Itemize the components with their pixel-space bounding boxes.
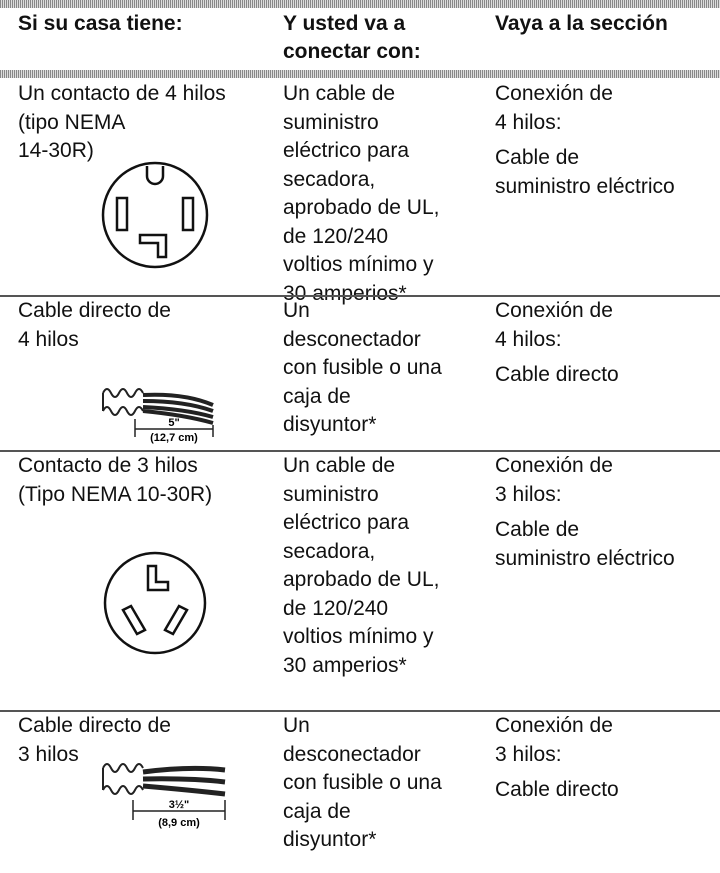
text-line: suministro eléctrico [495,174,675,198]
dim-length: 3½" [169,799,190,811]
text-line: Cable de [495,518,580,541]
text-line: Cable directo de [18,299,171,322]
home-cell: Contacto de 3 hilos (Tipo NEMA 10-30R) [18,452,212,509]
dim-length: 5" [168,417,179,429]
text-line: 30 amperios* [283,653,407,677]
connect-cell: Un desconectador con fusible o una caja de d… [283,297,442,440]
section-paragraph: Cable directo [495,776,619,805]
home-cell: Cable directo de 4 hilos [18,297,171,354]
text-line: eléctrico para [283,511,410,534]
text-line: Conexión de [495,454,613,477]
text-line: Cable directo [495,363,619,386]
text-line: Un [283,299,310,322]
section-paragraph: Conexión de 4 hilos: [495,80,675,137]
row-rule [0,710,720,712]
row-rule [0,295,720,297]
section-cell: Conexión de 4 hilos: Cable directo [495,297,619,390]
text-line: secadora, [283,167,376,191]
cord-3: 3½" (8,9 cm) [102,763,226,829]
top-band [0,0,720,8]
section-cell: Conexión de 3 hilos: Cable directo [495,712,619,805]
text-line: 3 hilos [18,742,79,766]
text-line: de 120/240 [283,596,389,620]
text-line: voltios mínimo y [283,253,434,276]
connect-cell: Un cable de suministro eléctrico para secad… [283,80,439,308]
section-paragraph: Cable directo [495,361,619,390]
text-line: Cable directo de [18,714,171,737]
text-line: suministro eléctrico [495,546,675,570]
text-line: 3 hilos: [495,482,562,506]
text-line: desconectador [283,742,421,766]
text-line: 4 hilos: [495,110,562,134]
home-cell: Cable directo de 3 hilos [18,712,171,769]
text-line: 30 amperios* [283,281,407,305]
text-line: suministro [283,110,379,134]
text-line: conectar con: [283,40,421,63]
section-paragraph: Conexión de 4 hilos: [495,297,619,354]
text-line: Un cable de [283,82,396,105]
home-cell: Un contacto de 4 hilos (tipo NEMA 14-30R) [18,80,226,166]
section-paragraph: Conexión de 3 hilos: [495,452,675,509]
text-line: Cable directo [495,778,619,801]
text-line: con fusible o una [283,356,442,379]
text-line: 4 hilos [18,327,79,351]
text-line: disyuntor* [283,828,377,851]
text-line: con fusible o una [283,771,442,794]
text-line: de 120/240 [283,224,389,248]
text-line: Contacto de 3 hilos [18,454,198,477]
text-line: secadora, [283,539,376,563]
outlet-4 [101,161,209,269]
header-cell: Si su casa tiene: [18,10,183,38]
section-cell: Conexión de 3 hilos: Cable de suministro el… [495,452,675,573]
text-line: desconectador [283,327,421,351]
text-line: voltios mínimo y [283,625,434,648]
text-line: Conexión de [495,82,613,105]
header-cell: Vaya a la sección [495,10,668,38]
dim-metric: (12,7 cm) [150,432,198,444]
text-line: Conexión de [495,299,613,322]
text-line: Conexión de [495,714,613,737]
text-line: (Tipo NEMA 10-30R) [18,482,213,506]
text-line: Si su casa tiene: [18,12,183,35]
text-line: disyuntor* [283,413,377,436]
section-paragraph: Cable de suministro eléctrico [495,144,675,201]
text-line: (tipo NEMA [18,110,126,134]
text-line: 14-30R) [18,139,94,162]
text-line: 3 hilos: [495,742,562,766]
text-line: 4 hilos: [495,327,562,351]
text-line: Cable de [495,146,580,169]
connect-cell: Un desconectador con fusible o una caja de d… [283,712,442,855]
row-rule [0,450,720,452]
dim-metric: (8,9 cm) [158,817,200,829]
text-line: suministro [283,482,379,506]
section-paragraph: Cable de suministro eléctrico [495,516,675,573]
text-line: Vaya a la sección [495,12,668,35]
text-line: aprobado de UL, [283,568,440,591]
header-cell: Y usted va a conectar con: [283,10,421,66]
text-line: caja de [283,384,351,408]
outlet-3 [103,551,207,655]
text-line: eléctrico para [283,139,410,162]
section-cell: Conexión de 4 hilos: Cable de suministro el… [495,80,675,201]
text-line: caja de [283,799,351,823]
text-line: aprobado de UL, [283,196,440,219]
connect-cell: Un cable de suministro eléctrico para secad… [283,452,439,680]
text-line: Y usted va a [283,12,406,35]
text-line: Un [283,714,310,737]
section-paragraph: Conexión de 3 hilos: [495,712,619,769]
text-line: Un cable de [283,454,396,477]
cord-4: 5" (12,7 cm) [102,388,214,444]
text-line: Un contacto de 4 hilos [18,82,226,105]
header-band [0,70,720,78]
